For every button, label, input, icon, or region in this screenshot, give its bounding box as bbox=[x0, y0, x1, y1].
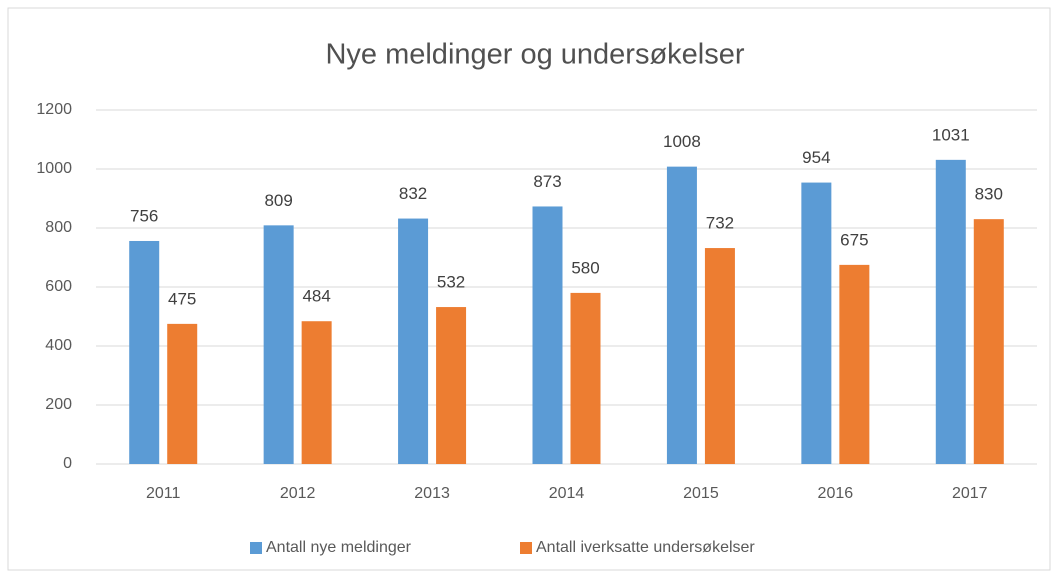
data-label: 484 bbox=[302, 287, 330, 306]
data-label: 475 bbox=[168, 289, 196, 308]
bar bbox=[973, 219, 1004, 464]
data-label: 954 bbox=[802, 148, 830, 167]
bar bbox=[704, 248, 735, 464]
x-tick-label: 2011 bbox=[146, 485, 181, 502]
y-tick-label: 600 bbox=[45, 278, 72, 295]
bar bbox=[801, 182, 832, 464]
bar bbox=[398, 218, 429, 464]
legend-swatch bbox=[250, 542, 262, 554]
x-tick-label: 2016 bbox=[818, 485, 854, 502]
data-label: 756 bbox=[130, 206, 158, 225]
data-label: 532 bbox=[437, 273, 465, 292]
y-tick-label: 1000 bbox=[36, 160, 72, 177]
data-label: 1008 bbox=[663, 132, 701, 151]
data-label: 732 bbox=[706, 214, 734, 233]
bar bbox=[263, 225, 294, 464]
bar bbox=[301, 321, 332, 464]
data-label: 580 bbox=[571, 258, 599, 277]
y-tick-label: 800 bbox=[45, 219, 72, 236]
bar bbox=[839, 264, 870, 464]
legend-label: Antall iverksatte undersøkelser bbox=[536, 539, 755, 556]
legend-swatch bbox=[520, 542, 532, 554]
legend-label: Antall nye meldinger bbox=[266, 539, 412, 556]
bar bbox=[666, 166, 697, 464]
data-label: 873 bbox=[533, 172, 561, 191]
x-tick-label: 2012 bbox=[280, 485, 316, 502]
data-label: 675 bbox=[840, 230, 868, 249]
bar bbox=[129, 240, 160, 464]
x-tick-label: 2015 bbox=[683, 485, 719, 502]
bar bbox=[570, 292, 601, 464]
chart-title: Nye meldinger og undersøkelser bbox=[325, 39, 744, 71]
bar bbox=[935, 159, 966, 465]
data-label: 809 bbox=[264, 191, 292, 210]
y-tick-label: 400 bbox=[45, 337, 72, 354]
chart-frame bbox=[7, 7, 1051, 571]
y-tick-label: 200 bbox=[45, 396, 72, 413]
bar bbox=[436, 307, 467, 464]
x-tick-label: 2013 bbox=[414, 485, 450, 502]
x-tick-label: 2014 bbox=[549, 485, 585, 502]
y-tick-label: 0 bbox=[63, 455, 72, 472]
data-label: 830 bbox=[975, 185, 1003, 204]
x-tick-label: 2017 bbox=[952, 485, 988, 502]
bar bbox=[167, 323, 198, 464]
bar bbox=[532, 206, 563, 464]
y-tick-label: 1200 bbox=[36, 101, 72, 118]
data-label: 1031 bbox=[932, 125, 970, 144]
data-label: 832 bbox=[399, 184, 427, 203]
